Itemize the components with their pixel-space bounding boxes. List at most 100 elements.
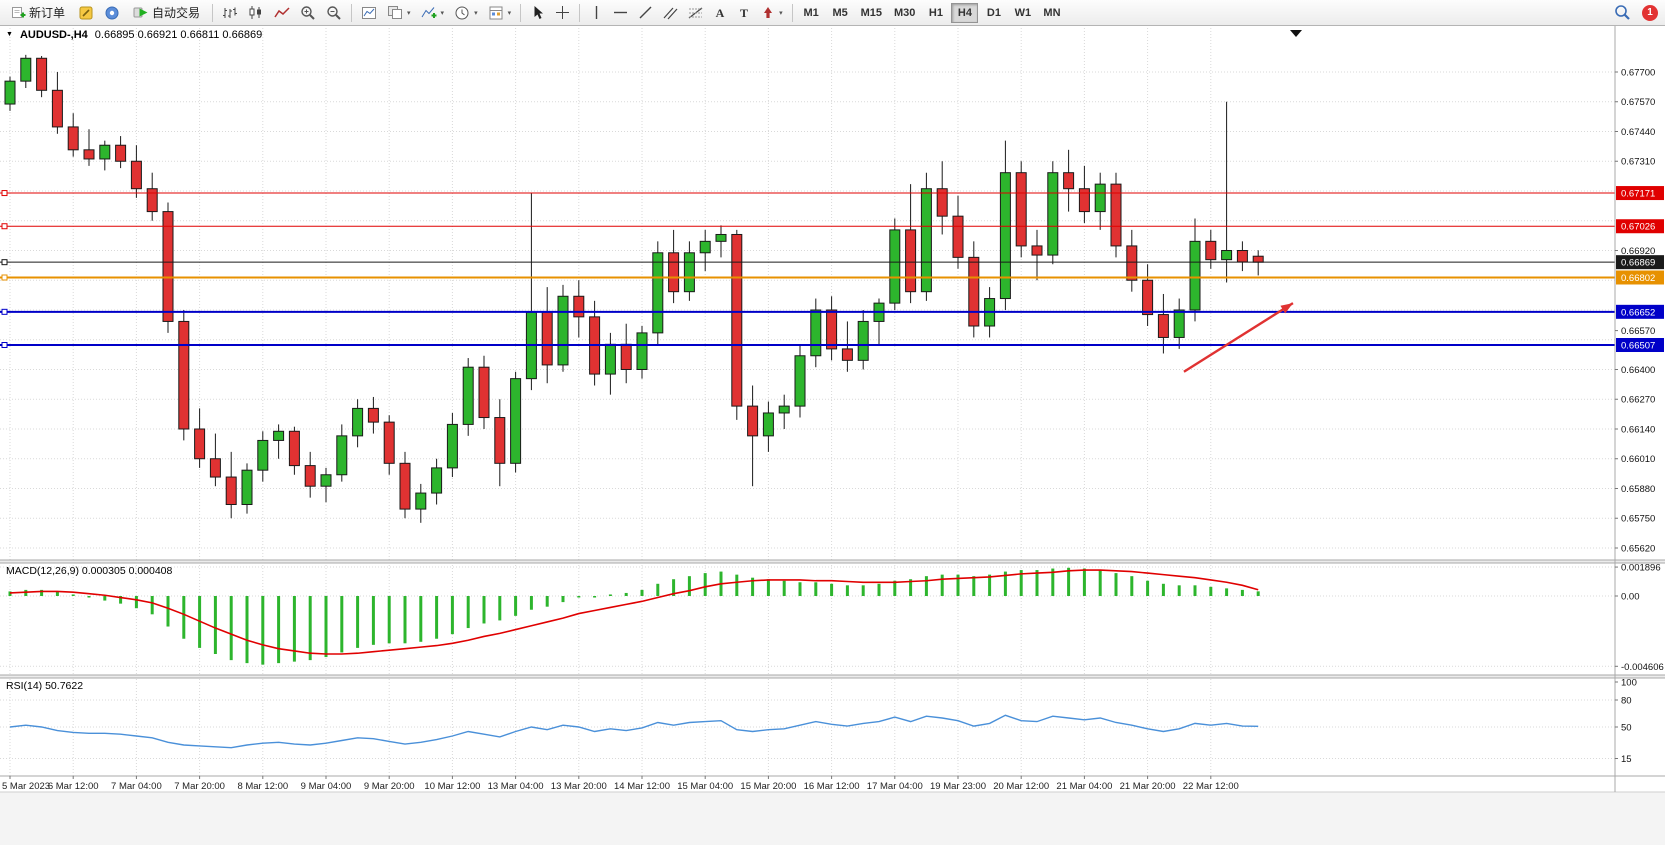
timeframe-d1-button[interactable]: D1 [986,6,1001,19]
text-icon: A [716,6,725,20]
timeframe-h4-button[interactable]: H4 [951,2,979,23]
new-chart-button[interactable] [357,2,381,24]
svg-text:0.66270: 0.66270 [1621,395,1655,406]
svg-text:5 Mar 2023: 5 Mar 2023 [2,781,50,792]
line-chart-icon [274,6,290,17]
dropdown-arrow-icon: ▾ [507,9,512,17]
timeframe-h1-button[interactable]: H1 [928,6,943,19]
svg-text:20 Mar 12:00: 20 Mar 12:00 [993,781,1049,792]
timeframe-mn-button[interactable]: MN [1043,6,1061,19]
svg-text:80: 80 [1621,696,1632,707]
svg-text:50: 50 [1621,723,1632,734]
svg-text:15 Mar 04:00: 15 Mar 04:00 [677,781,733,792]
search-button[interactable] [1610,2,1635,24]
hline-handle[interactable] [1,274,8,281]
chart-shift-marker[interactable] [1290,30,1302,37]
metaeditor-button[interactable] [74,2,98,24]
new-order-button[interactable]: 新订单 [4,2,72,24]
options-button[interactable] [100,2,124,24]
crosshair-button[interactable] [551,2,574,24]
autotrading-play-icon [133,7,148,18]
price-badge-0.66652 [1616,304,1664,319]
text-label-button[interactable]: T [733,2,755,24]
dropdown-arrow-icon: ▾ [474,9,478,17]
svg-text:0.67700: 0.67700 [1621,68,1655,79]
notification-badge[interactable]: 1 [1642,4,1658,21]
panel-splitter[interactable] [0,675,1665,678]
templates-icon [489,6,503,19]
profiles-icon [388,6,403,19]
timeframe-m1-button[interactable]: M1 [803,6,819,19]
svg-text:0.67026: 0.67026 [1621,222,1655,233]
svg-text:0.66140: 0.66140 [1621,424,1655,435]
profiles-button[interactable]: ▾ [383,2,415,24]
chart-canvas[interactable]: 0.67700 0.67570 0.67440 0.67310 0.66920 0.665… [0,26,1665,845]
candlestick-chart-button[interactable] [244,2,268,24]
toolbar-separator [579,3,581,22]
text-label-icon: T [740,6,748,20]
svg-text:10 Mar 12:00: 10 Mar 12:00 [424,781,480,792]
dropdown-arrow-icon: ▾ [407,9,411,17]
svg-text:16 Mar 12:00: 16 Mar 12:00 [804,781,860,792]
panel-splitter[interactable] [0,560,1665,563]
vertical-line-button[interactable] [585,2,607,24]
horizontal-lines[interactable] [0,190,1615,349]
horizontal-line-button[interactable] [609,2,632,24]
bottom-margin [0,792,1665,845]
trendline-button[interactable] [634,2,657,24]
indicators-button[interactable]: ▾ [417,2,449,24]
svg-text:9 Mar 20:00: 9 Mar 20:00 [364,781,415,792]
svg-text:21 Mar 20:00: 21 Mar 20:00 [1120,781,1176,792]
timeframe-m30-button[interactable]: M30 [894,6,916,19]
periods-button[interactable]: ▾ [450,2,482,24]
search-icon [1615,5,1630,20]
timeframe-m5-button[interactable]: M5 [832,6,848,19]
svg-text:15: 15 [1621,754,1632,765]
line-chart-button[interactable] [270,2,294,24]
grid [0,28,1615,776]
zoom-in-button[interactable] [296,2,320,24]
autotrading-button[interactable]: 自动交易 [126,2,207,24]
svg-text:T: T [740,6,748,20]
trendline-icon [639,6,652,19]
svg-text:0.001896: 0.001896 [1621,563,1661,574]
trend-arrow[interactable] [1183,302,1294,373]
svg-text:0.66010: 0.66010 [1621,454,1655,465]
hline-handle[interactable] [1,342,8,349]
hline-handle[interactable] [1,223,8,230]
cursor-icon [534,6,544,19]
fibonacci-button[interactable] [684,2,707,24]
fibonacci-icon [688,7,703,19]
timeframe-w1-button[interactable]: W1 [1014,6,1032,19]
timeframe-m15-button[interactable]: M15 [860,6,883,19]
svg-text:0.67171: 0.67171 [1621,189,1655,200]
price-axis[interactable]: 0.67700 0.67570 0.67440 0.67310 0.66920 0.665… [1615,68,1664,766]
svg-text:7 Mar 04:00: 7 Mar 04:00 [111,781,162,792]
hline-handle[interactable] [1,190,8,197]
zoom-out-button[interactable] [322,2,346,24]
cursor-button[interactable] [526,2,549,24]
svg-text:0.66400: 0.66400 [1621,365,1655,376]
svg-text:19 Mar 23:00: 19 Mar 23:00 [930,781,986,792]
price-badge-0.67026 [1616,219,1664,234]
templates-button[interactable]: ▾ [484,2,516,24]
hline-handle[interactable] [1,308,8,315]
price-badge-0.66507 [1616,338,1664,353]
svg-text:6 Mar 12:00: 6 Mar 12:00 [48,781,99,792]
bar-chart-button[interactable] [218,2,242,24]
svg-text:0.66507: 0.66507 [1621,341,1655,352]
dropdown-arrow-icon: ▾ [440,9,445,17]
rsi-line [9,714,1259,749]
price-badges: 0.67171 0.67026 0.66869 0.66802 0.66652 0.665… [1616,186,1664,353]
channel-button[interactable] [659,2,682,24]
text-button[interactable]: A [709,2,731,24]
arrows-button[interactable]: ▾ [757,2,787,24]
svg-text:A: A [716,6,725,20]
macd-signal-line [9,569,1259,655]
svg-text:13 Mar 04:00: 13 Mar 04:00 [488,781,544,792]
hline-handle[interactable] [1,259,8,266]
svg-text:0.67570: 0.67570 [1621,97,1655,108]
toolbar-separator [520,3,522,22]
